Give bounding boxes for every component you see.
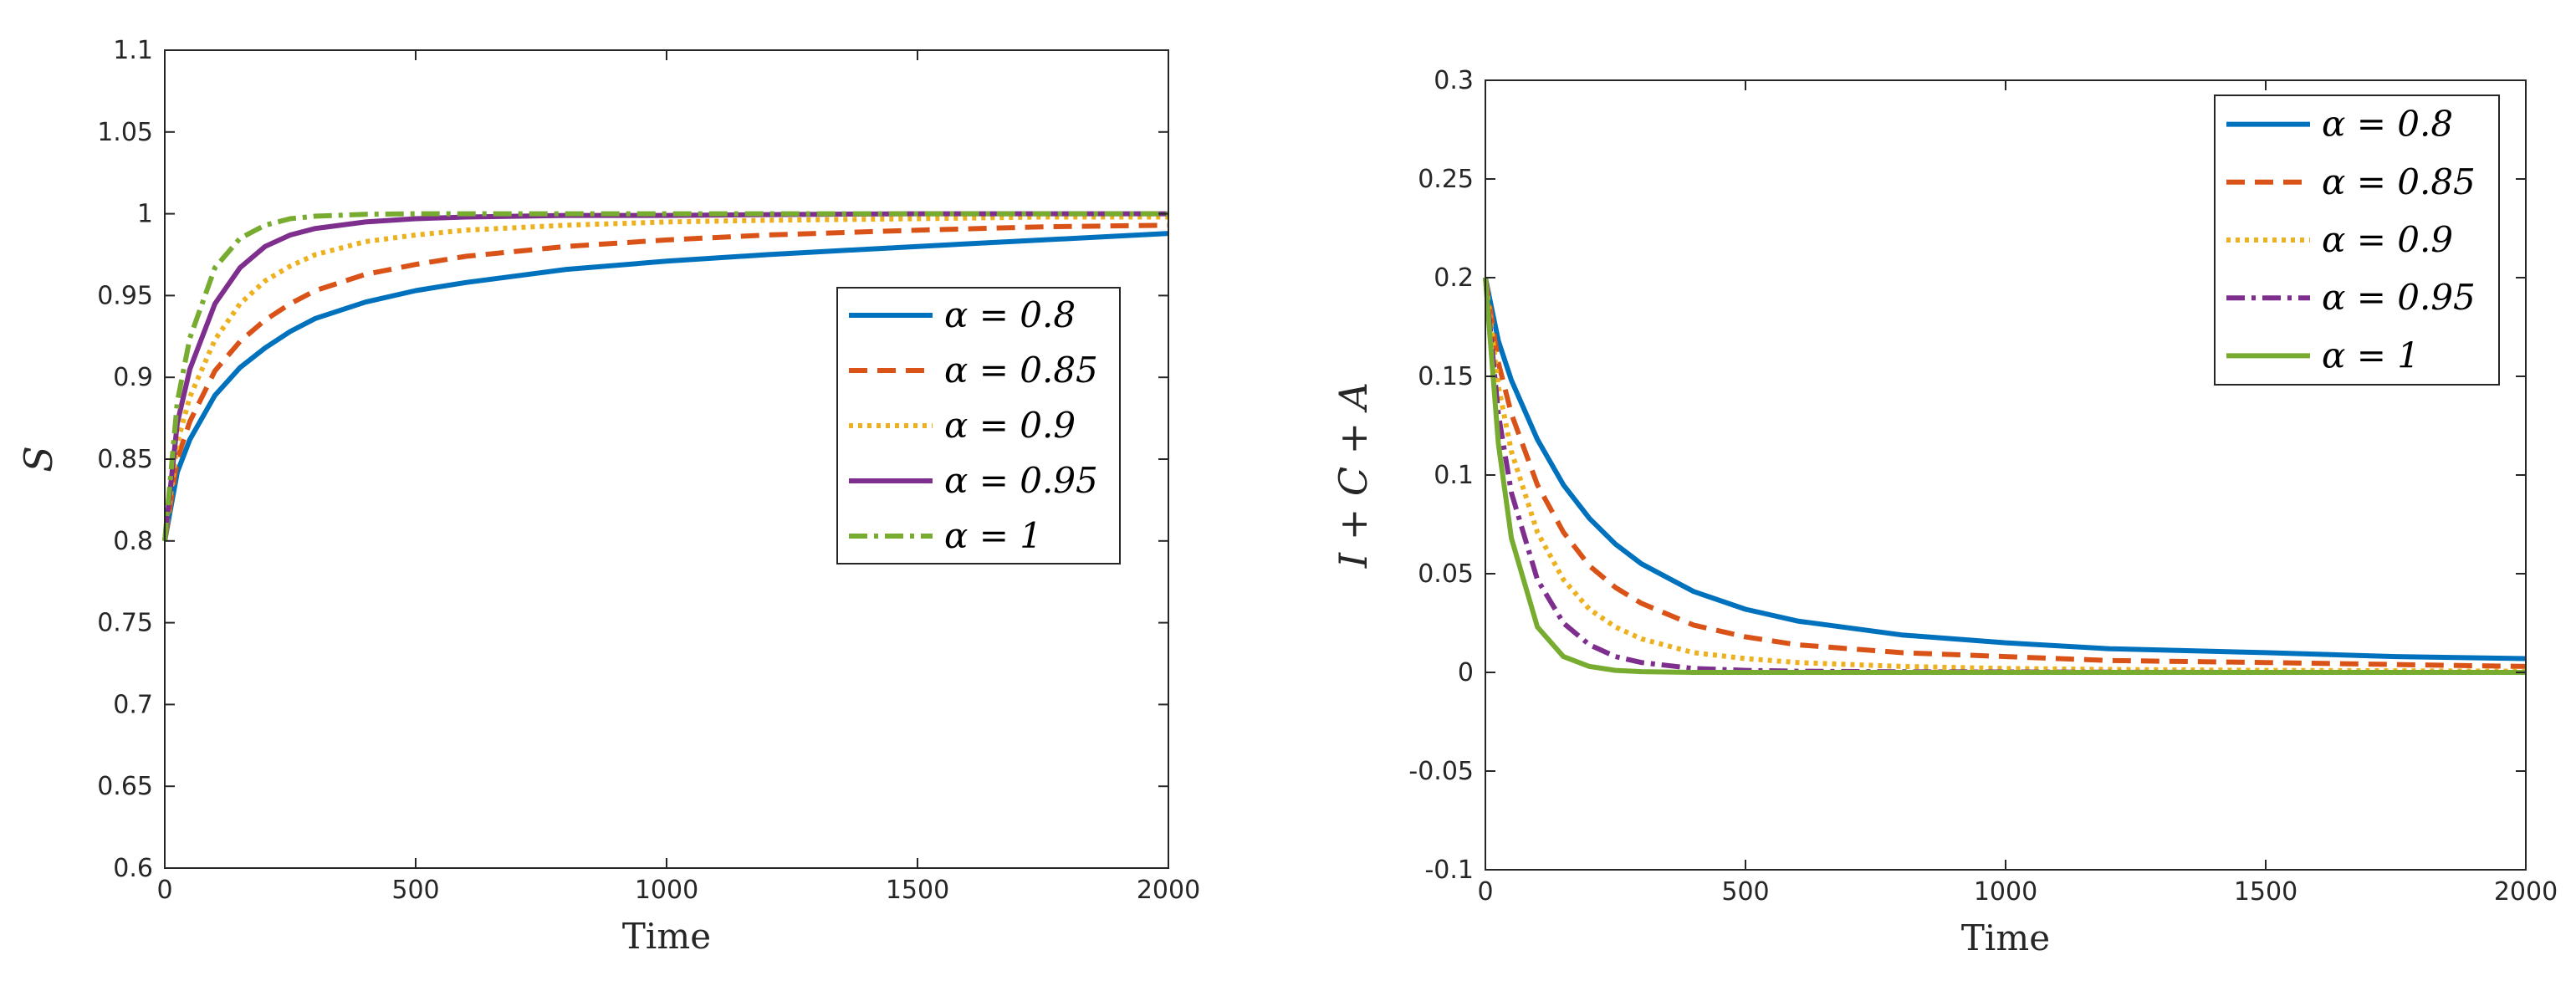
legend-label-1: α = 0.8 <box>944 294 1076 335</box>
y-tick-label: 0.6 <box>113 854 153 883</box>
series-line-1 <box>1483 277 2527 662</box>
y-tick-label: 0.2 <box>1434 263 1474 293</box>
legend-label-3: α = 0.9 <box>944 405 1076 446</box>
x-tick-label: 500 <box>1721 877 1769 907</box>
y-tick-label: 0.7 <box>113 690 153 719</box>
x-axis-label: Time <box>1961 917 2050 958</box>
legend-label-5: α = 1 <box>944 515 1042 556</box>
series-line-3 <box>162 214 1168 542</box>
series-line-2 <box>162 222 1169 542</box>
y-tick-label: 0.75 <box>97 609 153 638</box>
series-line-2 <box>1483 277 2527 669</box>
legend: α = 0.8 α = 0.85 α = 0.9 α = 0.95 α = 1 <box>2214 95 2500 386</box>
y-tick-label: 0.1 <box>1434 461 1474 490</box>
y-axis-label: S <box>16 446 61 473</box>
series-line-1 <box>162 231 1169 542</box>
y-tick-label: 0.65 <box>97 772 153 801</box>
y-axis-label: I + C + A <box>1331 382 1376 569</box>
legend-label-2: α = 0.85 <box>944 350 1098 391</box>
x-tick-label: 500 <box>391 876 439 905</box>
legend-box <box>836 287 1121 565</box>
y-tick-label: 0.9 <box>113 363 153 392</box>
y-tick-label: 0.8 <box>113 527 153 556</box>
y-tick-label: 0 <box>1458 658 1474 687</box>
x-tick-label: 1000 <box>635 876 698 905</box>
y-tick-label: 1.05 <box>97 118 153 147</box>
legend-label-3: α = 0.9 <box>2322 219 2453 260</box>
series-line-3 <box>1483 277 2527 674</box>
chart-panel-1: 0 500 1000 1500 2000 0.6 0.65 0.7 0.75 0.8 0.85 0.9… <box>16 36 1200 957</box>
x-tick-label: 1000 <box>1974 877 2037 907</box>
x-tick-label: 0 <box>156 876 172 905</box>
legend-box <box>2214 95 2500 386</box>
y-tick-label: -0.1 <box>1424 856 1474 885</box>
y-tick-label: 1.1 <box>113 36 153 65</box>
y-tick-label: 0.95 <box>97 281 153 310</box>
y-tick-label: 0.25 <box>1418 165 1474 194</box>
y-tick-label: 0.15 <box>1418 362 1474 391</box>
chart-panel-2: 0 500 1000 1500 2000 -0.1 -0.05 0 0.05 0.1 0.15 0.2… <box>1331 66 2558 958</box>
series-line-5 <box>162 211 1168 542</box>
series-line-5 <box>1483 277 2526 675</box>
y-tick-label: 0.3 <box>1434 66 1474 95</box>
legend-label-2: α = 0.85 <box>2322 161 2476 202</box>
y-tick-label: 0.85 <box>97 445 153 474</box>
x-axis-label: Time <box>622 916 711 957</box>
x-tick-label: 1500 <box>2234 877 2297 907</box>
series-line-4 <box>1483 277 2526 675</box>
y-tick-label: 1 <box>137 200 153 229</box>
legend-label-1: α = 0.8 <box>2322 104 2453 145</box>
legend-label-4: α = 0.95 <box>2322 277 2476 318</box>
legend: α = 0.8 α = 0.85 α = 0.9 α = 0.95 α = 1 <box>836 287 1121 565</box>
x-tick-label: 2000 <box>2494 877 2558 907</box>
x-tick-label: 2000 <box>1137 876 1200 905</box>
legend-label-5: α = 1 <box>2322 335 2420 375</box>
y-tick-label: -0.05 <box>1408 757 1474 786</box>
y-tick-label: 0.05 <box>1418 559 1474 589</box>
x-tick-label: 0 <box>1477 877 1493 907</box>
x-tick-label: 1500 <box>886 876 949 905</box>
legend-label-4: α = 0.95 <box>944 460 1098 501</box>
